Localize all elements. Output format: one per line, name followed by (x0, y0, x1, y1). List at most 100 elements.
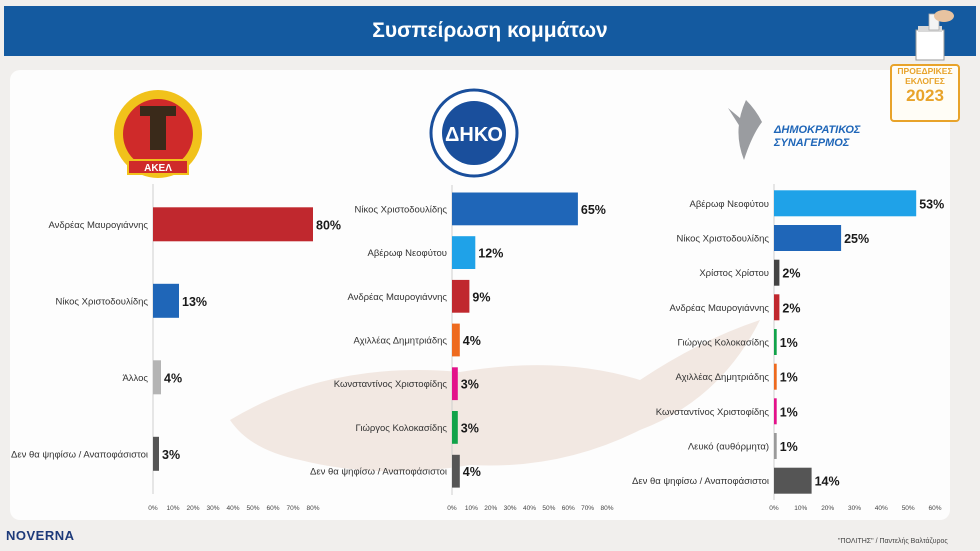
x-tick-label: 0% (769, 505, 779, 512)
category-label: Κωνσταντίνος Χριστοφίδης (334, 379, 448, 390)
category-label: Κωνσταντίνος Χριστοφίδης (656, 407, 770, 418)
category-label: Άλλος (122, 373, 148, 384)
value-label: 2% (782, 267, 800, 281)
page-title: Συσπείρωση κομμάτων (372, 19, 608, 42)
x-tick-label: 40% (875, 505, 888, 512)
value-label: 1% (780, 336, 798, 350)
bar (774, 329, 777, 355)
bar (774, 190, 917, 217)
category-label: Χρίστος Χρίστου (699, 268, 769, 279)
x-tick-label: 0% (148, 505, 158, 512)
badge-line-1: ΠΡΟΕΔΡΙΚΕΣ (897, 66, 953, 76)
value-label: 80% (316, 218, 341, 232)
value-label: 65% (581, 203, 606, 217)
category-label: Δεν θα ψηφίσω / Αναποφάσιστοι (310, 467, 447, 478)
x-tick-label: 20% (821, 505, 834, 512)
category-label: Αχιλλέας Δημητριάδης (676, 372, 770, 383)
category-label: Νίκος Χριστοδουλίδης (677, 234, 770, 245)
value-label: 4% (463, 465, 481, 479)
bar (452, 192, 578, 226)
bar (452, 411, 458, 444)
value-label: 1% (780, 440, 798, 454)
x-tick-label: 70% (286, 505, 299, 512)
akel-logo: ΑΚΕΛ (114, 90, 202, 178)
bar (153, 436, 159, 471)
x-tick-label: 60% (928, 505, 941, 512)
disy-logo-text-1: ΔΗΜΟΚΡΑΤΙΚΟΣ (773, 124, 861, 136)
category-label: Αβέρωφ Νεοφύτου (690, 199, 770, 210)
noverna-logo: NOVERNA (6, 528, 75, 543)
header-bar: Συσπείρωση κομμάτων (4, 6, 976, 56)
bar (452, 323, 460, 357)
x-tick-label: 70% (581, 505, 594, 512)
cyprus-map-shape (230, 320, 760, 472)
x-tick-label: 10% (465, 505, 478, 512)
disy-logo: ΔΗΜΟΚΡΑΤΙΚΟΣ ΣΥΝΑΓΕΡΜΟΣ (728, 100, 861, 160)
bar (452, 279, 470, 313)
category-label: Λευκό (αυθόρμητα) (688, 442, 769, 453)
diko-logo-text: ΔΗΚΟ (445, 124, 503, 146)
category-label: Ανδρέας Μαυρογιάννης (347, 292, 447, 303)
x-tick-label: 20% (186, 505, 199, 512)
x-tick-label: 40% (226, 505, 239, 512)
bar (774, 259, 780, 286)
value-label: 13% (182, 295, 207, 309)
akel-logo-text: ΑΚΕΛ (144, 163, 172, 174)
bar (774, 363, 777, 390)
value-label: 3% (162, 448, 180, 462)
category-label: Αχιλλέας Δημητριάδης (354, 336, 448, 347)
x-tick-label: 10% (166, 505, 179, 512)
category-label: Δεν θα ψηφίσω / Αναποφάσιστοι (632, 476, 769, 487)
category-label: Νίκος Χριστοδουλίδης (56, 296, 149, 307)
x-tick-label: 60% (266, 505, 279, 512)
category-label: Ανδρέας Μαυρογιάννης (669, 303, 769, 314)
bar (774, 398, 777, 425)
x-tick-label: 30% (848, 505, 861, 512)
ballot-box-icon (915, 10, 954, 61)
x-tick-label: 30% (504, 505, 517, 512)
x-tick-label: 10% (794, 505, 807, 512)
value-label: 25% (844, 232, 869, 246)
bar (452, 367, 458, 401)
category-label: Δεν θα ψηφίσω / Αναποφάσιστοι (11, 449, 148, 460)
bar-chart-1: Ανδρέας Μαυρογιάννης 80% Νίκος Χριστοδουλί… (11, 184, 341, 512)
value-label: 14% (815, 475, 840, 489)
category-label: Ανδρέας Μαυρογιάννης (48, 220, 148, 231)
bar (774, 294, 780, 321)
bar (153, 283, 179, 318)
x-tick-label: 80% (600, 505, 613, 512)
x-tick-label: 30% (206, 505, 219, 512)
bar (774, 433, 777, 459)
x-tick-label: 80% (306, 505, 319, 512)
bar (774, 467, 812, 494)
badge-year: 2023 (906, 86, 944, 105)
value-label: 9% (472, 290, 490, 304)
x-tick-label: 50% (902, 505, 915, 512)
x-tick-label: 50% (246, 505, 259, 512)
badge-line-2: ΕΚΛΟΓΕΣ (905, 76, 945, 86)
value-label: 1% (780, 405, 798, 419)
bar (153, 207, 313, 242)
category-label: Αβέρωφ Νεοφύτου (368, 248, 448, 259)
value-label: 2% (782, 301, 800, 315)
bar (153, 360, 161, 395)
value-label: 3% (461, 378, 479, 392)
x-tick-label: 60% (562, 505, 575, 512)
x-tick-label: 40% (523, 505, 536, 512)
value-label: 12% (478, 247, 503, 261)
value-label: 4% (164, 371, 182, 385)
diko-logo: ΔΗΚΟ (429, 88, 519, 178)
value-label: 4% (463, 334, 481, 348)
value-label: 1% (780, 371, 798, 385)
disy-logo-text-2: ΣΥΝΑΓΕΡΜΟΣ (773, 137, 850, 149)
x-tick-label: 50% (542, 505, 555, 512)
value-label: 53% (919, 197, 944, 211)
x-tick-label: 0% (447, 505, 457, 512)
bar-chart-3: Αβέρωφ Νεοφύτου 53% Νίκος Χριστοδουλίδης 25… (632, 184, 944, 512)
category-label: Γιώργος Κολοκασίδης (356, 423, 448, 434)
category-label: Νίκος Χριστοδουλίδης (355, 204, 448, 215)
footer-credit: "ΠΟΛΙΤΗΣ" / Παντελής Βαλτάζυρος (838, 538, 948, 545)
elections-badge: ΠΡΟΕΔΡΙΚΕΣ ΕΚΛΟΓΕΣ 2023 (890, 64, 960, 122)
